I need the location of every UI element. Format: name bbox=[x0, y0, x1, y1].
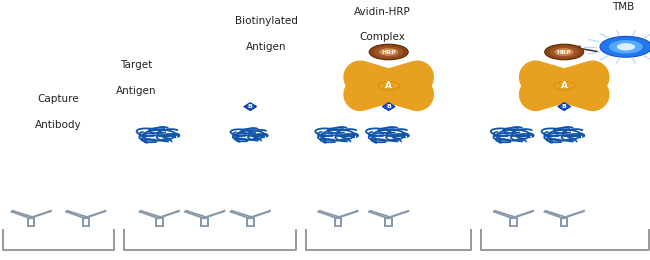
Text: Capture: Capture bbox=[38, 94, 79, 104]
Circle shape bbox=[374, 46, 403, 58]
Text: A: A bbox=[561, 81, 567, 90]
Circle shape bbox=[378, 81, 400, 90]
Polygon shape bbox=[382, 103, 395, 110]
Circle shape bbox=[545, 44, 584, 60]
Text: Target: Target bbox=[120, 60, 153, 70]
Text: Antibody: Antibody bbox=[35, 120, 82, 130]
Circle shape bbox=[379, 48, 398, 56]
Circle shape bbox=[617, 43, 635, 50]
Circle shape bbox=[553, 81, 575, 90]
Circle shape bbox=[554, 48, 574, 56]
Text: A: A bbox=[385, 81, 392, 90]
Circle shape bbox=[600, 36, 650, 57]
Polygon shape bbox=[244, 103, 257, 110]
Circle shape bbox=[550, 46, 579, 58]
Text: B: B bbox=[562, 104, 567, 109]
Text: Antigen: Antigen bbox=[246, 42, 287, 52]
Text: Avidin-HRP: Avidin-HRP bbox=[354, 7, 411, 17]
Text: HRP: HRP bbox=[557, 49, 571, 55]
Circle shape bbox=[369, 44, 408, 60]
Text: B: B bbox=[248, 104, 253, 109]
Text: Complex: Complex bbox=[359, 32, 405, 42]
Text: HRP: HRP bbox=[382, 49, 396, 55]
Text: Antigen: Antigen bbox=[116, 86, 157, 96]
Circle shape bbox=[609, 40, 643, 54]
Text: B: B bbox=[386, 104, 391, 109]
Text: Biotinylated: Biotinylated bbox=[235, 16, 298, 26]
Text: TMB: TMB bbox=[612, 2, 634, 12]
Polygon shape bbox=[558, 103, 571, 110]
